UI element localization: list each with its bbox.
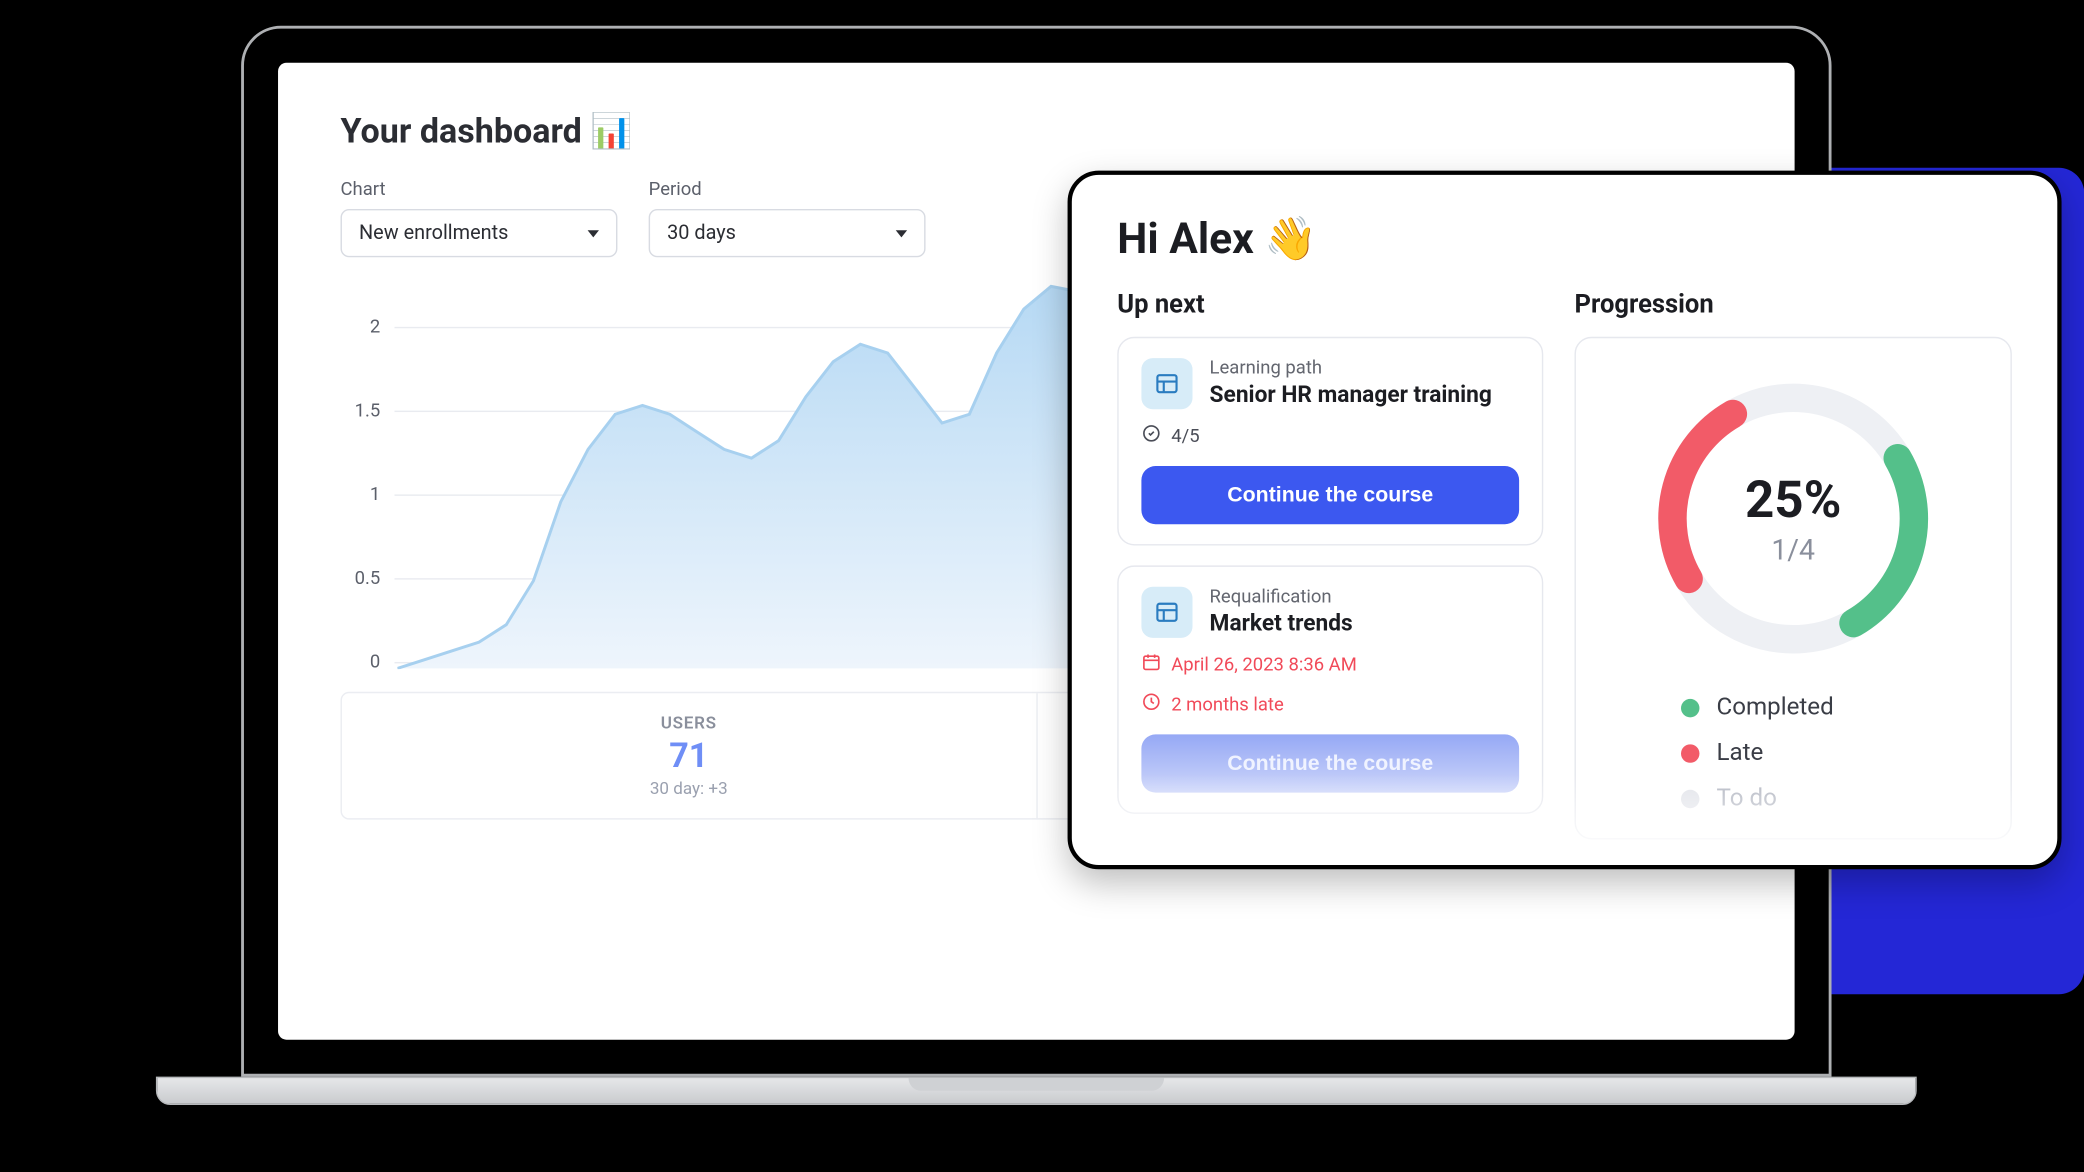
card-eyebrow: Requalification (1210, 587, 1353, 608)
stat-value: 71 (356, 736, 1021, 776)
clock-icon (1141, 692, 1161, 718)
ytick-label: 1 (341, 484, 381, 505)
period-select[interactable]: 30 days (649, 209, 926, 257)
chart-select[interactable]: New enrollments (341, 209, 618, 257)
progression-title: Progression (1574, 290, 2011, 320)
ytick-label: 1.5 (341, 400, 381, 421)
legend-label: To do (1716, 784, 1776, 812)
up-next-card: RequalificationMarket trends April 26, 20… (1117, 565, 1543, 814)
legend-label: Completed (1716, 693, 1833, 721)
chart-select-value: New enrollments (359, 222, 508, 245)
laptop-base (156, 1077, 1917, 1105)
stat-label: USERS (356, 713, 1021, 733)
learner-overlay-card: Hi Alex 👋 Up next Learning pathSenior HR… (1068, 171, 2062, 870)
up-next-card: Learning pathSenior HR manager training 4… (1117, 337, 1543, 546)
period-select-value: 30 days (667, 222, 736, 245)
chevron-down-icon (588, 230, 599, 237)
ytick-label: 0.5 (341, 568, 381, 589)
calendar-icon (1141, 652, 1161, 678)
page-title: Your dashboard 📊 (341, 111, 1733, 151)
stat-delta: 30 day: +3 (356, 778, 1021, 798)
legend-label: Late (1716, 739, 1763, 767)
continue-course-button[interactable]: Continue the course (1141, 466, 1519, 524)
card-title: Senior HR manager training (1210, 381, 1492, 408)
chevron-down-icon (896, 230, 907, 237)
up-next-title: Up next (1117, 290, 1543, 320)
card-eyebrow: Learning path (1210, 358, 1492, 379)
course-icon (1141, 587, 1192, 638)
card-date: April 26, 2023 8:36 AM (1141, 652, 1519, 678)
legend-item: Completed (1681, 693, 1834, 721)
continue-course-button[interactable]: Continue the course (1141, 734, 1519, 792)
progression-percent: 25% (1745, 470, 1841, 530)
legend-dot (1681, 744, 1699, 762)
target-icon (1141, 423, 1161, 449)
course-icon (1141, 358, 1192, 409)
progression-fraction: 1/4 (1771, 533, 1815, 567)
ytick-label: 2 (341, 316, 381, 337)
legend-dot (1681, 789, 1699, 807)
legend-item: Late (1681, 739, 1834, 767)
stat-card: USERS 7130 day: +3 (342, 693, 1037, 818)
card-progress: 4/5 (1141, 423, 1519, 449)
period-select-label: Period (649, 179, 926, 200)
ytick-label: 0 (341, 652, 381, 673)
chart-select-label: Chart (341, 179, 618, 200)
legend-item: To do (1681, 784, 1834, 812)
card-title: Market trends (1210, 609, 1353, 636)
greeting: Hi Alex 👋 (1117, 215, 2012, 265)
progression-card: 25% 1/4 Completed Late To do (1574, 337, 2011, 840)
legend-dot (1681, 698, 1699, 716)
card-late: 2 months late (1141, 692, 1519, 718)
